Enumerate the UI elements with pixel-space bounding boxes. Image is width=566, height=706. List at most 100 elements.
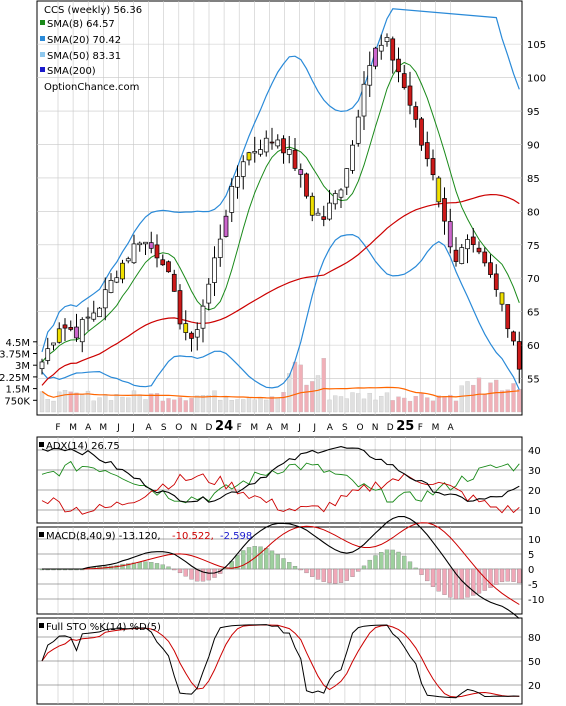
macd-histogram-bar	[494, 568, 499, 585]
volume-bar	[246, 397, 252, 413]
volume-bar	[189, 398, 194, 413]
x-tick-label: S	[161, 423, 167, 433]
x-tick-label: A	[266, 423, 273, 433]
macd-histogram-bar	[137, 561, 142, 570]
volume-bar	[425, 397, 430, 413]
volume-bar	[494, 379, 499, 413]
macd-label: MACD(8,40,9) -13.120,	[46, 531, 161, 542]
macd-histogram-bar	[488, 568, 493, 588]
volume-bar	[465, 381, 470, 413]
volume-bar	[126, 397, 131, 413]
volume-bar	[252, 399, 257, 413]
candle-body	[350, 144, 355, 171]
x-tick-label: M	[281, 423, 289, 433]
volume-bar	[373, 399, 378, 413]
x-tick-label: 24	[215, 419, 233, 434]
macd-histogram-bar	[304, 568, 309, 574]
macd-histogram-bar	[453, 568, 459, 600]
macd-histogram-bar	[499, 568, 505, 583]
macd-histogram-bar	[465, 568, 470, 598]
candle-body	[315, 212, 321, 216]
candle-body	[419, 118, 424, 146]
volume-bar	[183, 400, 188, 413]
price-tick-label: 80	[527, 207, 540, 218]
macd-histogram-bar	[356, 568, 361, 572]
volume-bar	[51, 400, 56, 413]
x-tick-label: O	[175, 423, 182, 433]
volume-bar	[241, 399, 246, 413]
macd-histogram-bar	[361, 565, 367, 570]
volume-bar	[269, 396, 275, 413]
volume-bar	[448, 394, 453, 413]
legend: CCS (weekly) 56.36 SMA(8) 64.57 SMA(20) …	[40, 5, 142, 93]
x-tick-label: J	[312, 423, 316, 433]
volume-tick-label: 2.25M	[0, 373, 30, 384]
macd-histogram-bar	[183, 568, 188, 577]
macd-histogram-bar	[275, 554, 280, 570]
macd-histogram-bar	[407, 561, 413, 570]
candle-body	[281, 138, 286, 154]
sto-tick-label: 80	[528, 633, 541, 644]
candle-body	[177, 290, 183, 325]
macd-value: -10.522,	[172, 531, 214, 542]
macd-histogram-bar	[459, 568, 464, 600]
candle-body	[183, 323, 189, 333]
volume-bar	[229, 400, 234, 413]
volume-tick-label: 3M	[15, 361, 30, 372]
volume-bar	[356, 393, 361, 413]
volume-bar	[402, 397, 407, 413]
candle-body	[459, 247, 465, 264]
candle-body	[235, 176, 240, 188]
volume-bar	[223, 397, 229, 413]
volume-bar	[442, 396, 447, 413]
candle-body	[390, 38, 396, 61]
macd-swatch	[39, 532, 44, 537]
candle-body	[436, 177, 442, 203]
candle-body	[74, 326, 79, 339]
legend-swatch-sma50	[40, 52, 45, 57]
candle-body	[442, 198, 447, 222]
candle-body	[453, 249, 459, 262]
macd-histogram-bar	[344, 568, 349, 581]
candle-body	[166, 261, 171, 273]
macd-histogram-bar	[172, 568, 177, 571]
candle-body	[327, 202, 332, 220]
volume-bar	[177, 397, 183, 413]
candle-body	[97, 307, 102, 318]
volume-bar	[471, 384, 476, 413]
macd-tick-label: 0	[528, 565, 534, 576]
x-tick-label: D	[387, 423, 394, 433]
volume-bar	[166, 398, 171, 413]
volume-bar	[287, 373, 292, 413]
volume-bar	[350, 392, 355, 413]
candle-body	[447, 221, 453, 248]
volume-bar	[338, 396, 344, 413]
price-tick-label: 95	[527, 107, 540, 118]
candle-body	[321, 216, 327, 220]
candle-body	[470, 236, 476, 245]
candle-body	[367, 65, 373, 86]
macd-histogram-bar	[258, 546, 263, 570]
volume-tick-label: 750K	[4, 396, 30, 407]
candle-body	[338, 189, 344, 198]
volume-bar	[321, 358, 326, 413]
candle-body	[194, 329, 200, 338]
signal-value: -2.598	[220, 531, 252, 542]
candle-body	[39, 361, 45, 370]
volume-bar	[68, 391, 73, 413]
x-tick-label: F	[237, 423, 242, 433]
candle-body	[292, 149, 298, 169]
candle-body	[361, 83, 367, 117]
macd-histogram-bar	[269, 550, 275, 570]
candle-body	[120, 262, 125, 280]
candle-body	[465, 239, 470, 250]
volume-tick-label: 3.75M	[0, 350, 30, 361]
volume-bar	[407, 400, 413, 413]
volume-bar	[258, 397, 263, 413]
macd-histogram-bar	[517, 568, 522, 584]
macd-histogram-bar	[292, 566, 298, 570]
x-tick-label: M	[69, 423, 77, 433]
candle-body	[493, 273, 499, 290]
adx-tick-label: 30	[528, 466, 541, 477]
